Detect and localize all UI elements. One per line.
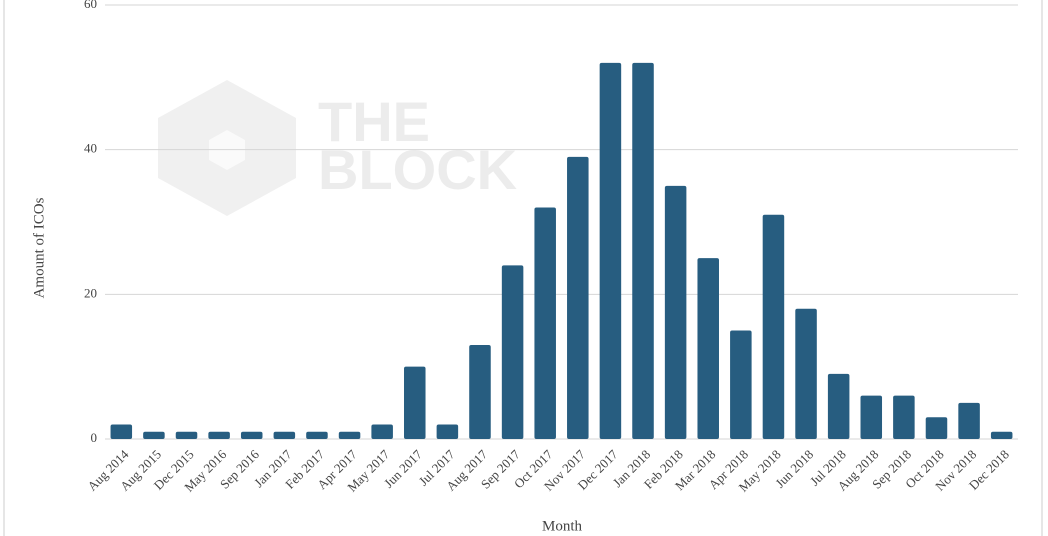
y-tick-label: 40 — [84, 141, 97, 156]
bar — [143, 431, 165, 439]
bar — [175, 431, 198, 439]
bar — [371, 424, 393, 439]
bar — [469, 344, 491, 439]
bar — [273, 431, 296, 439]
x-axis-label: Month — [542, 518, 583, 534]
bar — [110, 424, 133, 439]
bar — [208, 431, 230, 439]
bar — [338, 431, 361, 439]
bar — [762, 214, 785, 439]
bar — [958, 402, 980, 439]
bar — [632, 62, 654, 439]
y-tick-label: 60 — [84, 0, 97, 11]
bar — [893, 395, 915, 439]
bar — [534, 207, 556, 439]
bar — [827, 373, 850, 439]
bar — [730, 330, 752, 439]
bar — [664, 185, 687, 439]
bar — [404, 366, 426, 439]
bar — [697, 258, 719, 439]
bar — [860, 395, 883, 439]
bar — [436, 424, 459, 439]
bar — [599, 62, 622, 439]
frame — [3, 0, 1043, 536]
y-tick-label: 20 — [84, 285, 97, 300]
watermark: BLOCK — [318, 138, 517, 201]
y-axis-label: Amount of ICOs — [31, 197, 47, 298]
bar — [306, 431, 328, 439]
bar — [925, 417, 948, 439]
bar — [501, 265, 524, 439]
watermark: THE — [318, 90, 430, 153]
bar — [795, 308, 817, 439]
bar — [240, 431, 263, 439]
bar — [990, 431, 1013, 439]
bar — [567, 156, 589, 439]
watermark-logo — [158, 80, 296, 216]
y-tick-label: 0 — [91, 430, 98, 445]
